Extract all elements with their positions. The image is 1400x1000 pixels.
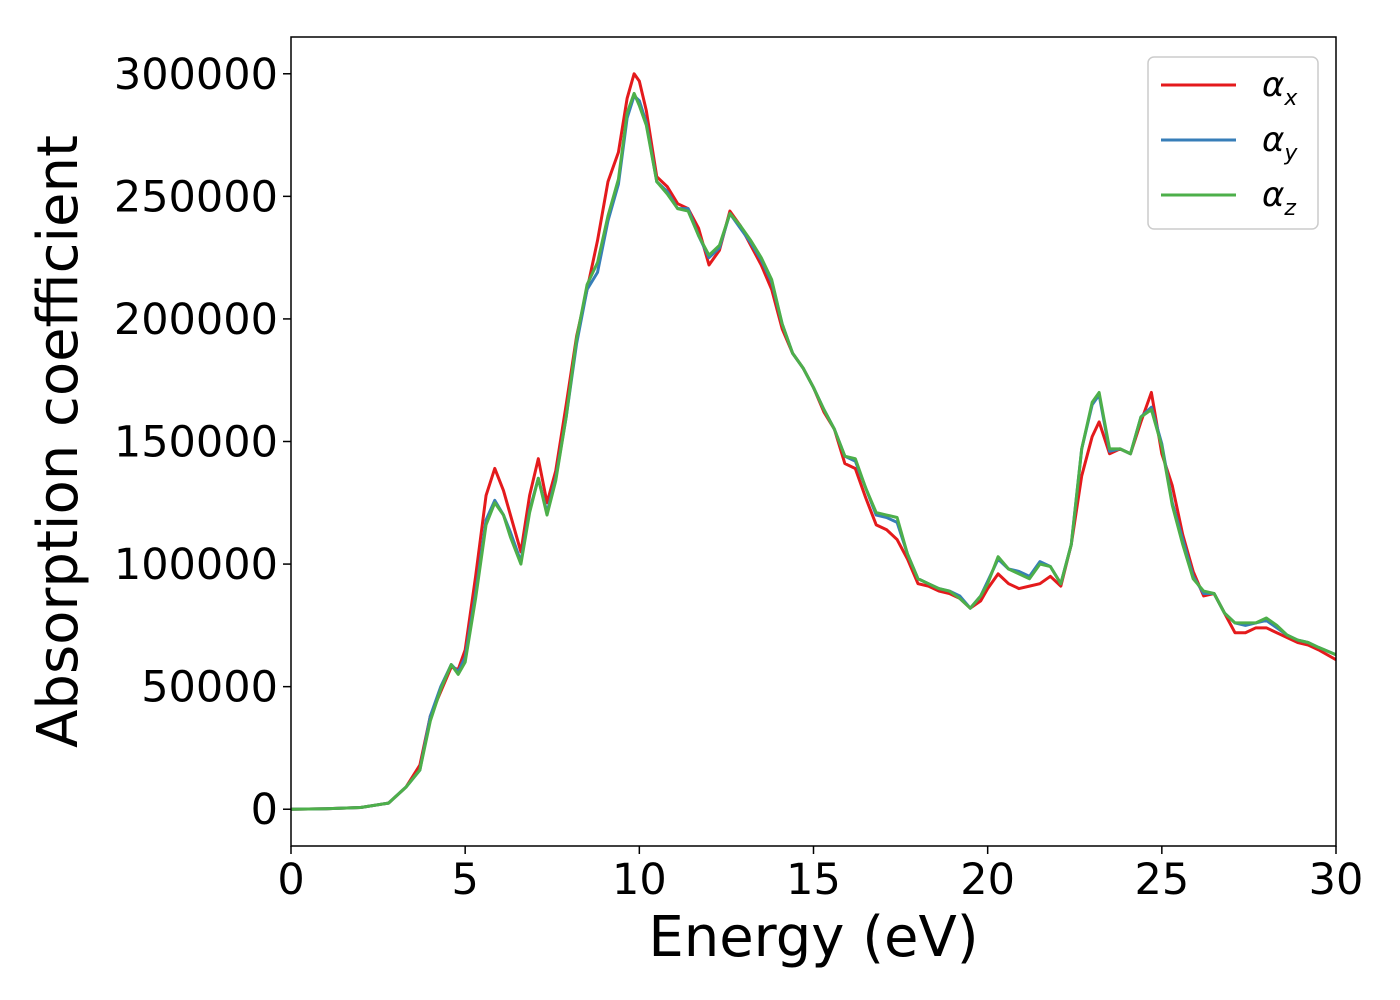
- x-tick-label: 20: [960, 855, 1015, 905]
- y-tick-label: 100000: [114, 540, 278, 590]
- y-tick-label: 150000: [114, 418, 278, 468]
- plot-area: [291, 72, 1336, 811]
- series-line-z: [291, 91, 1336, 811]
- x-axis-label: Energy (eV): [648, 905, 978, 970]
- legend: αx αy αz: [1147, 56, 1319, 230]
- legend-label: αx: [1262, 65, 1298, 111]
- x-tick-label: 0: [277, 855, 304, 905]
- legend-box: [1147, 56, 1319, 230]
- y-tick-label: 300000: [114, 50, 278, 100]
- y-tick-label: 200000: [114, 295, 278, 345]
- legend-label: αz: [1262, 175, 1296, 221]
- y-axis: 0 50000 100000 150000 200000 250000 300000: [114, 50, 291, 835]
- x-tick-label: 25: [1134, 855, 1189, 905]
- legend-label: αy: [1262, 120, 1298, 166]
- x-tick-label: 15: [786, 855, 841, 905]
- x-tick-label: 10: [612, 855, 667, 905]
- y-tick-label: 0: [251, 785, 278, 835]
- x-tick-label: 30: [1309, 855, 1364, 905]
- y-axis-label: Absorption coefficient: [26, 135, 91, 748]
- x-axis: 0 5 10 15 20 25 30: [277, 846, 1363, 905]
- x-tick-label: 5: [451, 855, 478, 905]
- y-tick-label: 50000: [141, 663, 278, 713]
- y-tick-label: 250000: [114, 172, 278, 222]
